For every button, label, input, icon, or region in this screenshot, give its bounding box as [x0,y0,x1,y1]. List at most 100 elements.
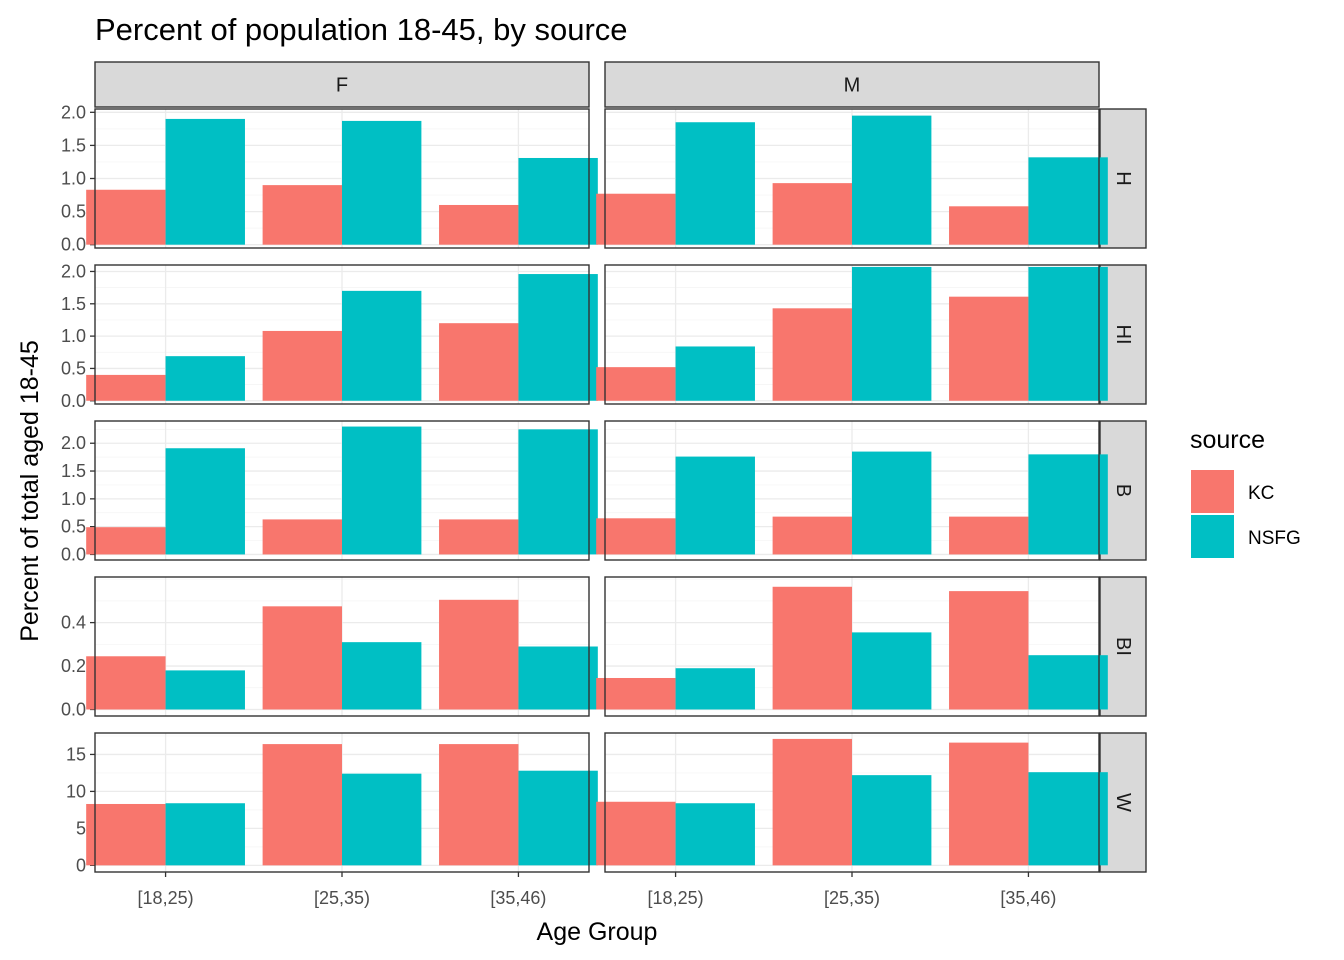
y-tick-label: 1.5 [61,135,86,155]
bar-nsfg-hi-f-3 [518,274,598,401]
bar-kc-b-m-3 [949,516,1029,555]
column-strip-label: M [844,75,861,97]
panel-bi-f [86,576,598,717]
panel-border [604,420,1100,561]
panel-border [604,264,1100,405]
bar-kc-hi-f-2 [262,330,342,401]
y-tick-label: 0.5 [61,517,86,537]
x-axis-title: Age Group [537,918,658,946]
bar-nsfg-b-m-2 [852,451,932,555]
x-tick-label: [18,25) [648,888,704,908]
legend-label-kc: KC [1248,483,1274,504]
row-strip-label: W [1112,793,1134,812]
bar-kc-bi-m-2 [772,586,852,710]
bar-kc-w-m-3 [949,742,1029,866]
y-tick-label: 0.2 [61,656,86,676]
bar-nsfg-h-m-1 [675,122,755,245]
panel-b-m [596,420,1108,561]
y-tick-label: 0.0 [61,235,86,255]
bar-nsfg-hi-f-2 [342,290,422,401]
panel-hi-f [86,264,598,405]
x-tick-label: [18,25) [138,888,194,908]
bar-kc-bi-m-3 [949,591,1029,710]
bar-nsfg-b-f-3 [518,429,598,555]
bar-nsfg-w-m-3 [1028,772,1108,866]
bar-nsfg-h-f-1 [165,118,245,245]
y-tick-label: 0.4 [61,613,86,633]
bar-kc-h-f-3 [439,204,519,245]
bar-kc-h-f-2 [262,185,342,245]
y-axis-title: Percent of total aged 18-45 [16,340,44,642]
bar-nsfg-w-f-2 [342,773,422,866]
bar-kc-h-m-1 [596,193,676,245]
bar-nsfg-b-m-3 [1028,454,1108,555]
column-strip-label: F [336,75,348,97]
bar-nsfg-b-f-1 [165,448,245,555]
bar-kc-h-m-3 [949,206,1029,245]
bar-nsfg-hi-m-3 [1028,266,1108,401]
panel-border [604,108,1100,249]
bar-kc-hi-m-3 [949,296,1029,401]
bar-kc-hi-f-1 [86,374,166,401]
legend-key-nsfg [1191,515,1234,558]
bar-kc-w-f-1 [86,803,166,866]
legend-label-nsfg: NSFG [1248,528,1301,549]
bar-nsfg-b-f-2 [342,426,422,555]
row-strip-label: HI [1112,325,1134,345]
legend-title: source [1190,426,1265,454]
legend: source KC NSFG [1190,426,1301,558]
bar-kc-bi-f-2 [262,606,342,710]
bar-kc-hi-m-1 [596,367,676,401]
y-tick-label: 0.0 [61,699,86,719]
bar-nsfg-bi-m-1 [675,668,755,710]
bar-kc-b-f-3 [439,519,519,555]
bar-nsfg-h-f-2 [342,120,422,245]
y-tick-label: 15 [66,744,86,764]
bar-nsfg-bi-f-3 [518,646,598,710]
panel-w-f [86,732,598,873]
row-strip-label: B [1112,484,1134,497]
bar-nsfg-bi-m-3 [1028,655,1108,710]
y-tick-label: 0.0 [61,544,86,564]
row-strip-label: BI [1112,637,1134,656]
facet-panels: F M H 0.0 0.5 1.0 1.5 2.0 HI 0.0 0.5 1.0 1.5 2.0 B 0.0 0… [61,61,1147,908]
bar-kc-h-f-1 [86,189,166,245]
bar-nsfg-hi-m-1 [675,346,755,401]
panel-border [94,576,590,717]
panel-border [94,264,590,405]
column-strip-f [94,61,590,108]
bar-kc-b-f-1 [86,527,166,555]
panel-border [94,420,590,561]
bar-kc-hi-f-3 [439,323,519,401]
bar-nsfg-w-f-1 [165,803,245,866]
y-tick-label: 0 [76,855,86,875]
y-tick-label: 10 [66,781,86,801]
y-tick-label: 5 [76,818,86,838]
y-tick-label: 0.0 [61,391,86,411]
panel-h-f [86,108,598,249]
bar-nsfg-b-m-1 [675,456,755,555]
x-tick-label: [35,46) [490,888,546,908]
bar-kc-hi-m-2 [772,308,852,401]
x-tick-label: [35,46) [1000,888,1056,908]
y-tick-label: 0.5 [61,358,86,378]
bar-nsfg-h-f-3 [518,157,598,245]
bar-nsfg-bi-f-2 [342,642,422,710]
bar-nsfg-w-f-3 [518,770,598,866]
x-tick-label: [25,35) [314,888,370,908]
bar-nsfg-hi-m-2 [852,266,932,401]
bar-nsfg-h-m-3 [1028,157,1108,245]
y-tick-label: 2.0 [61,261,86,281]
bar-kc-bi-m-1 [596,677,676,710]
y-tick-label: 1.0 [61,489,86,509]
y-tick-label: 1.5 [61,461,86,481]
panel-w-m [596,732,1108,873]
bar-kc-w-f-2 [262,744,342,866]
column-strip-m [604,61,1100,108]
bar-kc-w-m-2 [772,738,852,866]
y-tick-label: 2.0 [61,433,86,453]
bar-nsfg-bi-f-1 [165,670,245,710]
panel-border [94,108,590,249]
y-tick-label: 2.0 [61,102,86,122]
